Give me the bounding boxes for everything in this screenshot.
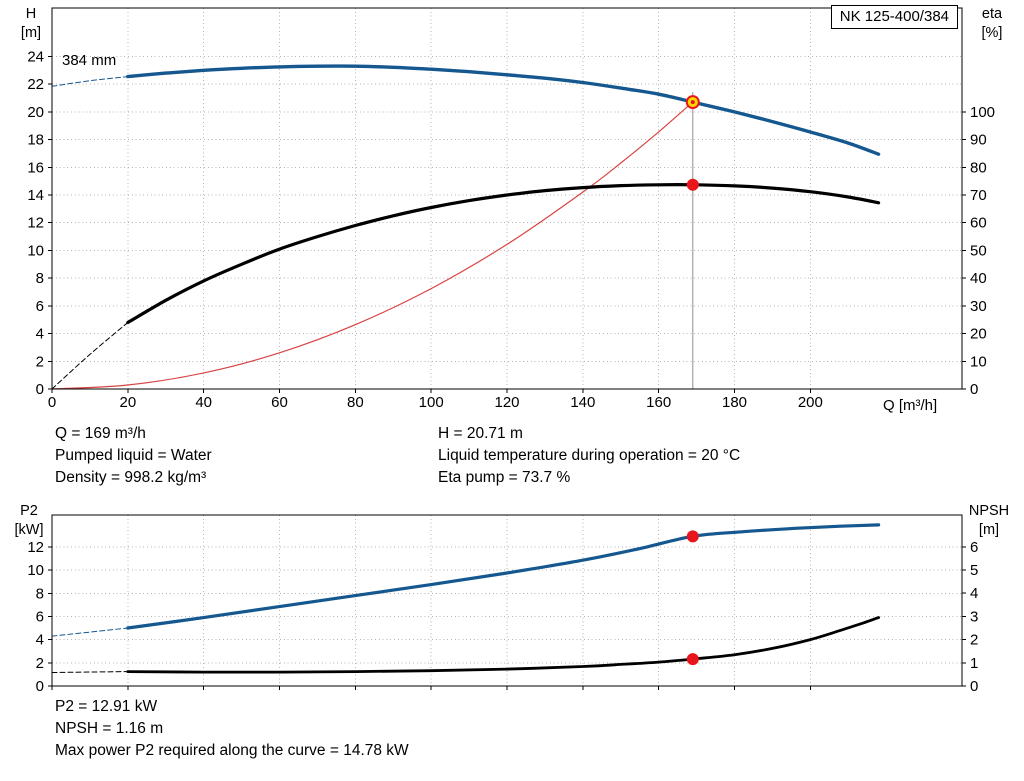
x-tick-label: 200: [798, 394, 823, 411]
npsh-value: NPSH = 1.16 m: [55, 720, 164, 737]
head-axis-title: H [m]: [10, 5, 52, 43]
pump-type-label: NK 125-400/384: [830, 5, 958, 29]
y-right-tick-label: 20: [970, 326, 987, 343]
power-duty-point: [686, 530, 699, 543]
y-right-tick-label: 70: [970, 187, 987, 204]
power-curve-extension: [51, 627, 129, 637]
y-left-tick-label: 0: [36, 381, 44, 398]
duty-info-left-column: Q = 169 m³/h Pumped liquid = Water Densi…: [55, 423, 212, 489]
y-left-tick-label: 6: [36, 298, 44, 315]
head-axis-symbol: H: [25, 6, 37, 22]
y-left-tick-label: 8: [36, 270, 44, 287]
head-duty-point-center: [690, 100, 695, 105]
y-left-tick-label: 16: [27, 159, 44, 176]
head-value: H = 20.71 m: [438, 425, 523, 442]
x-tick-label: 100: [419, 394, 444, 411]
y-right-tick-label: 3: [970, 608, 978, 625]
y-right-tick-label: 90: [970, 132, 987, 149]
gridlines: [52, 515, 962, 686]
power-axis-title: P2 [kW]: [6, 502, 52, 540]
y-left-tick-label: 2: [36, 353, 44, 370]
y-right-tick-label: 5: [970, 562, 978, 579]
x-tick-label: 60: [271, 394, 288, 411]
x-tick-label: 40: [195, 394, 212, 411]
flow-value: Q = 169 m³/h: [55, 425, 146, 442]
x-tick-label: 160: [646, 394, 671, 411]
y-left-tick-label: 0: [36, 678, 44, 695]
eta-curve: [126, 183, 881, 325]
y-right-tick-label: 4: [970, 585, 978, 602]
y-left-tick-label: 18: [27, 132, 44, 149]
npsh-curve-extension: [51, 671, 129, 673]
head-eta-chart: 0 20 40 60 80 100 120 140 160 180 2000246810121416…: [27, 7, 995, 411]
x-tick-label: 180: [722, 394, 747, 411]
head-curve-extension: [51, 76, 129, 87]
x-tick-label: 0: [48, 394, 56, 411]
y-left-tick-label: 10: [27, 242, 44, 259]
y-left-tick-label: 12: [27, 539, 44, 556]
y-right-tick-label: 10: [970, 353, 987, 370]
curves: [51, 64, 881, 390]
power-curve: [126, 523, 881, 630]
y-left-tick-label: 22: [27, 76, 44, 93]
power-info-block: P2 = 12.91 kW NPSH = 1.16 m Max power P2…: [55, 696, 409, 762]
duty-parabola: [51, 101, 694, 390]
y-left-tick-label: 12: [27, 215, 44, 232]
x-tick-label: 20: [119, 394, 136, 411]
y-right-tick-label: 1: [970, 655, 978, 672]
p2-value: P2 = 12.91 kW: [55, 698, 158, 715]
max-power-value: Max power P2 required along the curve = …: [55, 742, 409, 759]
npsh-duty-point: [686, 653, 699, 666]
power-axis-unit: [kW]: [14, 522, 44, 538]
npsh-axis-symbol: NPSH: [968, 503, 1010, 519]
y-left-tick-label: 24: [27, 48, 44, 65]
x-tick-label: 140: [570, 394, 595, 411]
gridlines: [52, 8, 962, 389]
y-left-tick-label: 14: [27, 187, 44, 204]
y-right-tick-label: 100: [970, 104, 995, 121]
eta-curve-extension: [51, 322, 129, 390]
head-axis-unit: [m]: [20, 25, 42, 41]
x-tick-label: 80: [347, 394, 364, 411]
head-curve: [126, 64, 881, 156]
eta-pump-value: Eta pump = 73.7 %: [438, 469, 571, 486]
y-left-tick-label: 4: [36, 632, 44, 649]
y-left-tick-label: 20: [27, 104, 44, 121]
y-right-tick-label: 40: [970, 270, 987, 287]
power-axis-symbol: P2: [20, 503, 38, 519]
npsh-axis-unit: [m]: [978, 522, 1000, 538]
x-tick-label: 120: [494, 394, 519, 411]
axis-ticks: 0 20 40 60 80 100 120 140 160 180 2000246810121416…: [27, 48, 995, 411]
eta-duty-point: [686, 178, 699, 191]
y-right-tick-label: 30: [970, 298, 987, 315]
y-right-tick-label: 0: [970, 381, 978, 398]
npsh-curve: [126, 616, 880, 674]
pumped-liquid-value: Pumped liquid = Water: [55, 447, 212, 464]
eta-axis-title: eta [%]: [968, 5, 1016, 43]
y-right-tick-label: 6: [970, 539, 978, 556]
y-right-tick-label: 60: [970, 215, 987, 232]
curves: [51, 523, 881, 674]
y-left-tick-label: 4: [36, 326, 44, 343]
flow-axis-label: Q [m³/h]: [883, 397, 938, 414]
liquid-temperature-value: Liquid temperature during operation = 20…: [438, 447, 741, 464]
y-left-tick-label: 8: [36, 585, 44, 602]
y-right-tick-label: 2: [970, 632, 978, 649]
y-left-tick-label: 10: [27, 562, 44, 579]
y-left-tick-label: 2: [36, 655, 44, 672]
y-right-tick-label: 80: [970, 159, 987, 176]
y-right-tick-label: 50: [970, 242, 987, 259]
eta-axis-unit: [%]: [981, 25, 1003, 41]
density-value: Density = 998.2 kg/m³: [55, 469, 207, 486]
y-right-tick-label: 0: [970, 678, 978, 695]
duty-info-right-column: H = 20.71 m Liquid temperature during op…: [438, 423, 740, 489]
y-left-tick-label: 6: [36, 608, 44, 625]
npsh-axis-title: NPSH [m]: [960, 502, 1018, 540]
eta-axis-symbol: eta: [981, 6, 1003, 22]
impeller-diameter-label: 384 mm: [62, 52, 117, 69]
